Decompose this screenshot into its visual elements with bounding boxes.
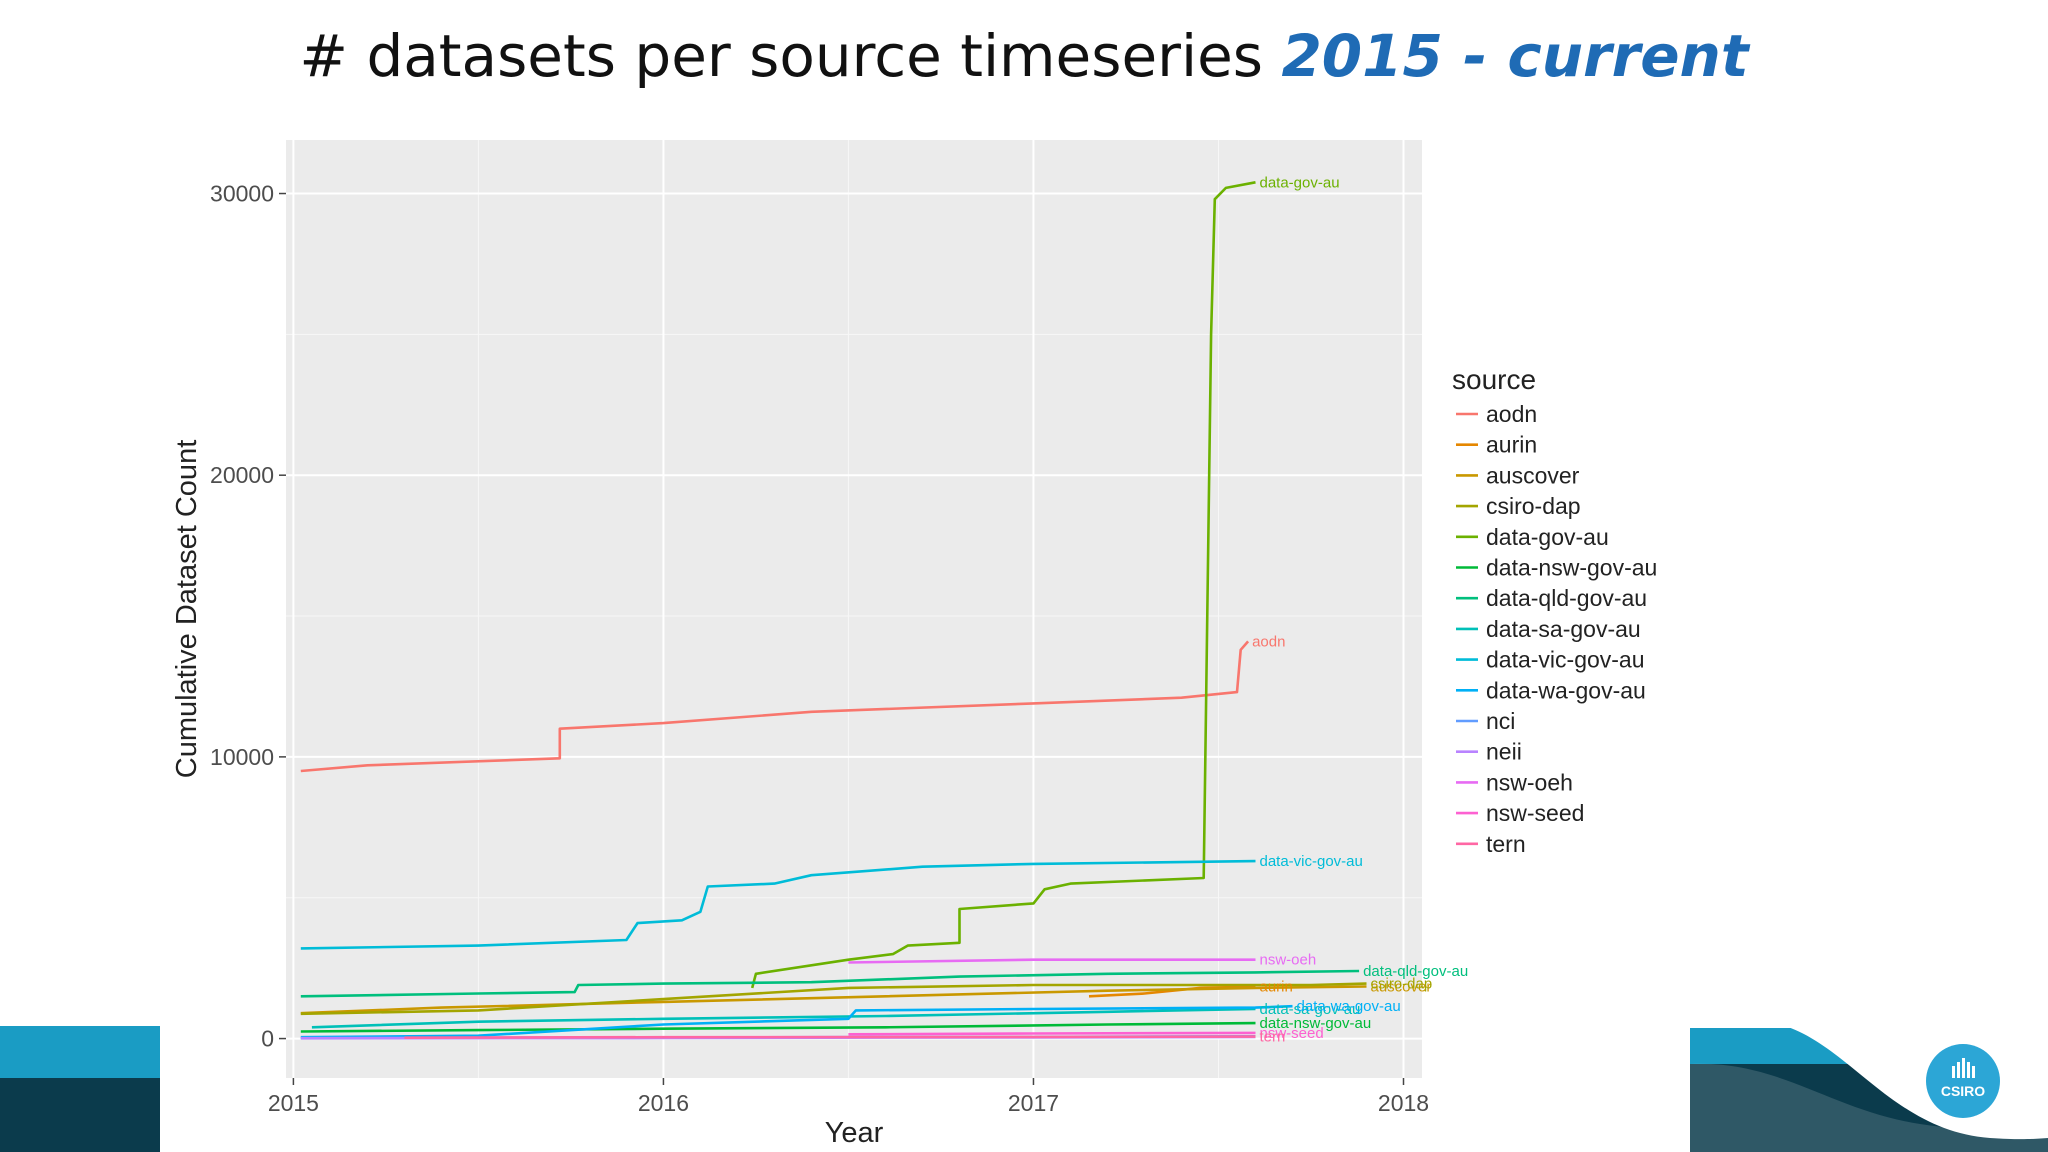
series-end-label-data-qld-gov-au: data-qld-gov-au (1363, 963, 1468, 980)
series-line-data-gov-au (750, 181, 1256, 989)
series-end-label-nsw-oeh: nsw-oeh (1259, 952, 1316, 969)
series-end-label-data-nsw-gov-au: data-nsw-gov-au (1259, 1015, 1371, 1032)
csiro-logo-mark-icon: CSIRO (1941, 1058, 1985, 1099)
x-tick-label: 2017 (1008, 1090, 1059, 1116)
series-line-data-sa-gov-au (311, 1007, 1256, 1029)
legend-label-data-nsw-gov-au: data-nsw-gov-au (1486, 555, 1657, 581)
series-end-label-auscover: auscover (1370, 978, 1431, 995)
series-end-label-data-gov-au: data-gov-au (1259, 174, 1339, 191)
legend-label-aodn: aodn (1486, 401, 1537, 427)
legend-title: source (1452, 364, 1536, 395)
legend-label-auscover: auscover (1486, 462, 1580, 488)
legend-label-data-sa-gov-au: data-sa-gov-au (1486, 616, 1641, 642)
legend-label-tern: tern (1486, 831, 1526, 857)
legend-label-neii: neii (1486, 739, 1522, 765)
series-end-label-nsw-seed: nsw-seed (1259, 1025, 1323, 1042)
series-line-data-wa-gov-au (300, 1004, 1293, 1039)
series-line-tern (404, 1035, 1256, 1039)
legend-label-nsw-oeh: nsw-oeh (1486, 769, 1573, 795)
series-line-csiro-dap (300, 982, 1367, 1016)
series-line-aodn (300, 640, 1250, 773)
slide-title: # datasets per source timeseries 2015 - … (0, 22, 2048, 90)
series-line-auscover (300, 985, 1367, 1015)
footer-band-left-teal (0, 1026, 160, 1078)
y-tick-label: 30000 (210, 181, 274, 207)
footer-band-left-dark (0, 1078, 160, 1152)
x-axis-title: Year (825, 1117, 884, 1149)
series-line-data-nsw-gov-au (300, 1021, 1256, 1033)
legend: source aodn aurin auscover csiro-dap data-go… (1452, 364, 1657, 857)
series-line-data-vic-gov-au (300, 859, 1256, 950)
x-tick-label: 2015 (268, 1090, 319, 1116)
series-end-label-tern: tern (1259, 1029, 1285, 1046)
series-end-label-data-vic-gov-au: data-vic-gov-au (1259, 853, 1362, 870)
csiro-logo: CSIRO (1926, 1044, 2000, 1118)
y-tick-label: 0 (261, 1026, 274, 1052)
series-end-label-data-wa-gov-au: data-wa-gov-au (1296, 998, 1400, 1015)
legend-label-data-wa-gov-au: data-wa-gov-au (1486, 677, 1646, 703)
series-end-label-csiro-dap: csiro-dap (1370, 976, 1432, 993)
series-end-label-data-sa-gov-au: data-sa-gov-au (1259, 1001, 1360, 1018)
x-tick-label: 2018 (1378, 1090, 1429, 1116)
y-tick-label: 10000 (210, 744, 274, 770)
y-tick-label: 20000 (210, 462, 274, 488)
csiro-logo-text: CSIRO (1941, 1083, 1985, 1099)
legend-label-nci: nci (1486, 708, 1515, 734)
x-tick-label: 2016 (638, 1090, 689, 1116)
plot-panel (286, 140, 1422, 1078)
legend-label-aurin: aurin (1486, 432, 1537, 458)
legend-label-nsw-seed: nsw-seed (1486, 800, 1584, 826)
y-axis-title: Cumulative Dataset Count (171, 440, 203, 779)
legend-label-data-gov-au: data-gov-au (1486, 524, 1609, 550)
series-layer (300, 181, 1367, 1040)
legend-label-data-qld-gov-au: data-qld-gov-au (1486, 585, 1647, 611)
slide-title-accent: 2015 - current (1281, 22, 1749, 90)
axis-layer: 0 10000 20000 30000 2015 2016 2017 2018 (210, 181, 1429, 1116)
series-line-nsw-oeh (848, 958, 1256, 964)
series-line-nsw-seed (848, 1031, 1256, 1036)
series-line-data-qld-gov-au (300, 969, 1360, 998)
legend-label-csiro-dap: csiro-dap (1486, 493, 1581, 519)
series-end-label-aurin: aurin (1259, 978, 1292, 995)
slide-title-main: # datasets per source timeseries (299, 22, 1264, 90)
series-end-label-aodn: aodn (1252, 633, 1285, 650)
legend-label-data-vic-gov-au: data-vic-gov-au (1486, 647, 1645, 673)
